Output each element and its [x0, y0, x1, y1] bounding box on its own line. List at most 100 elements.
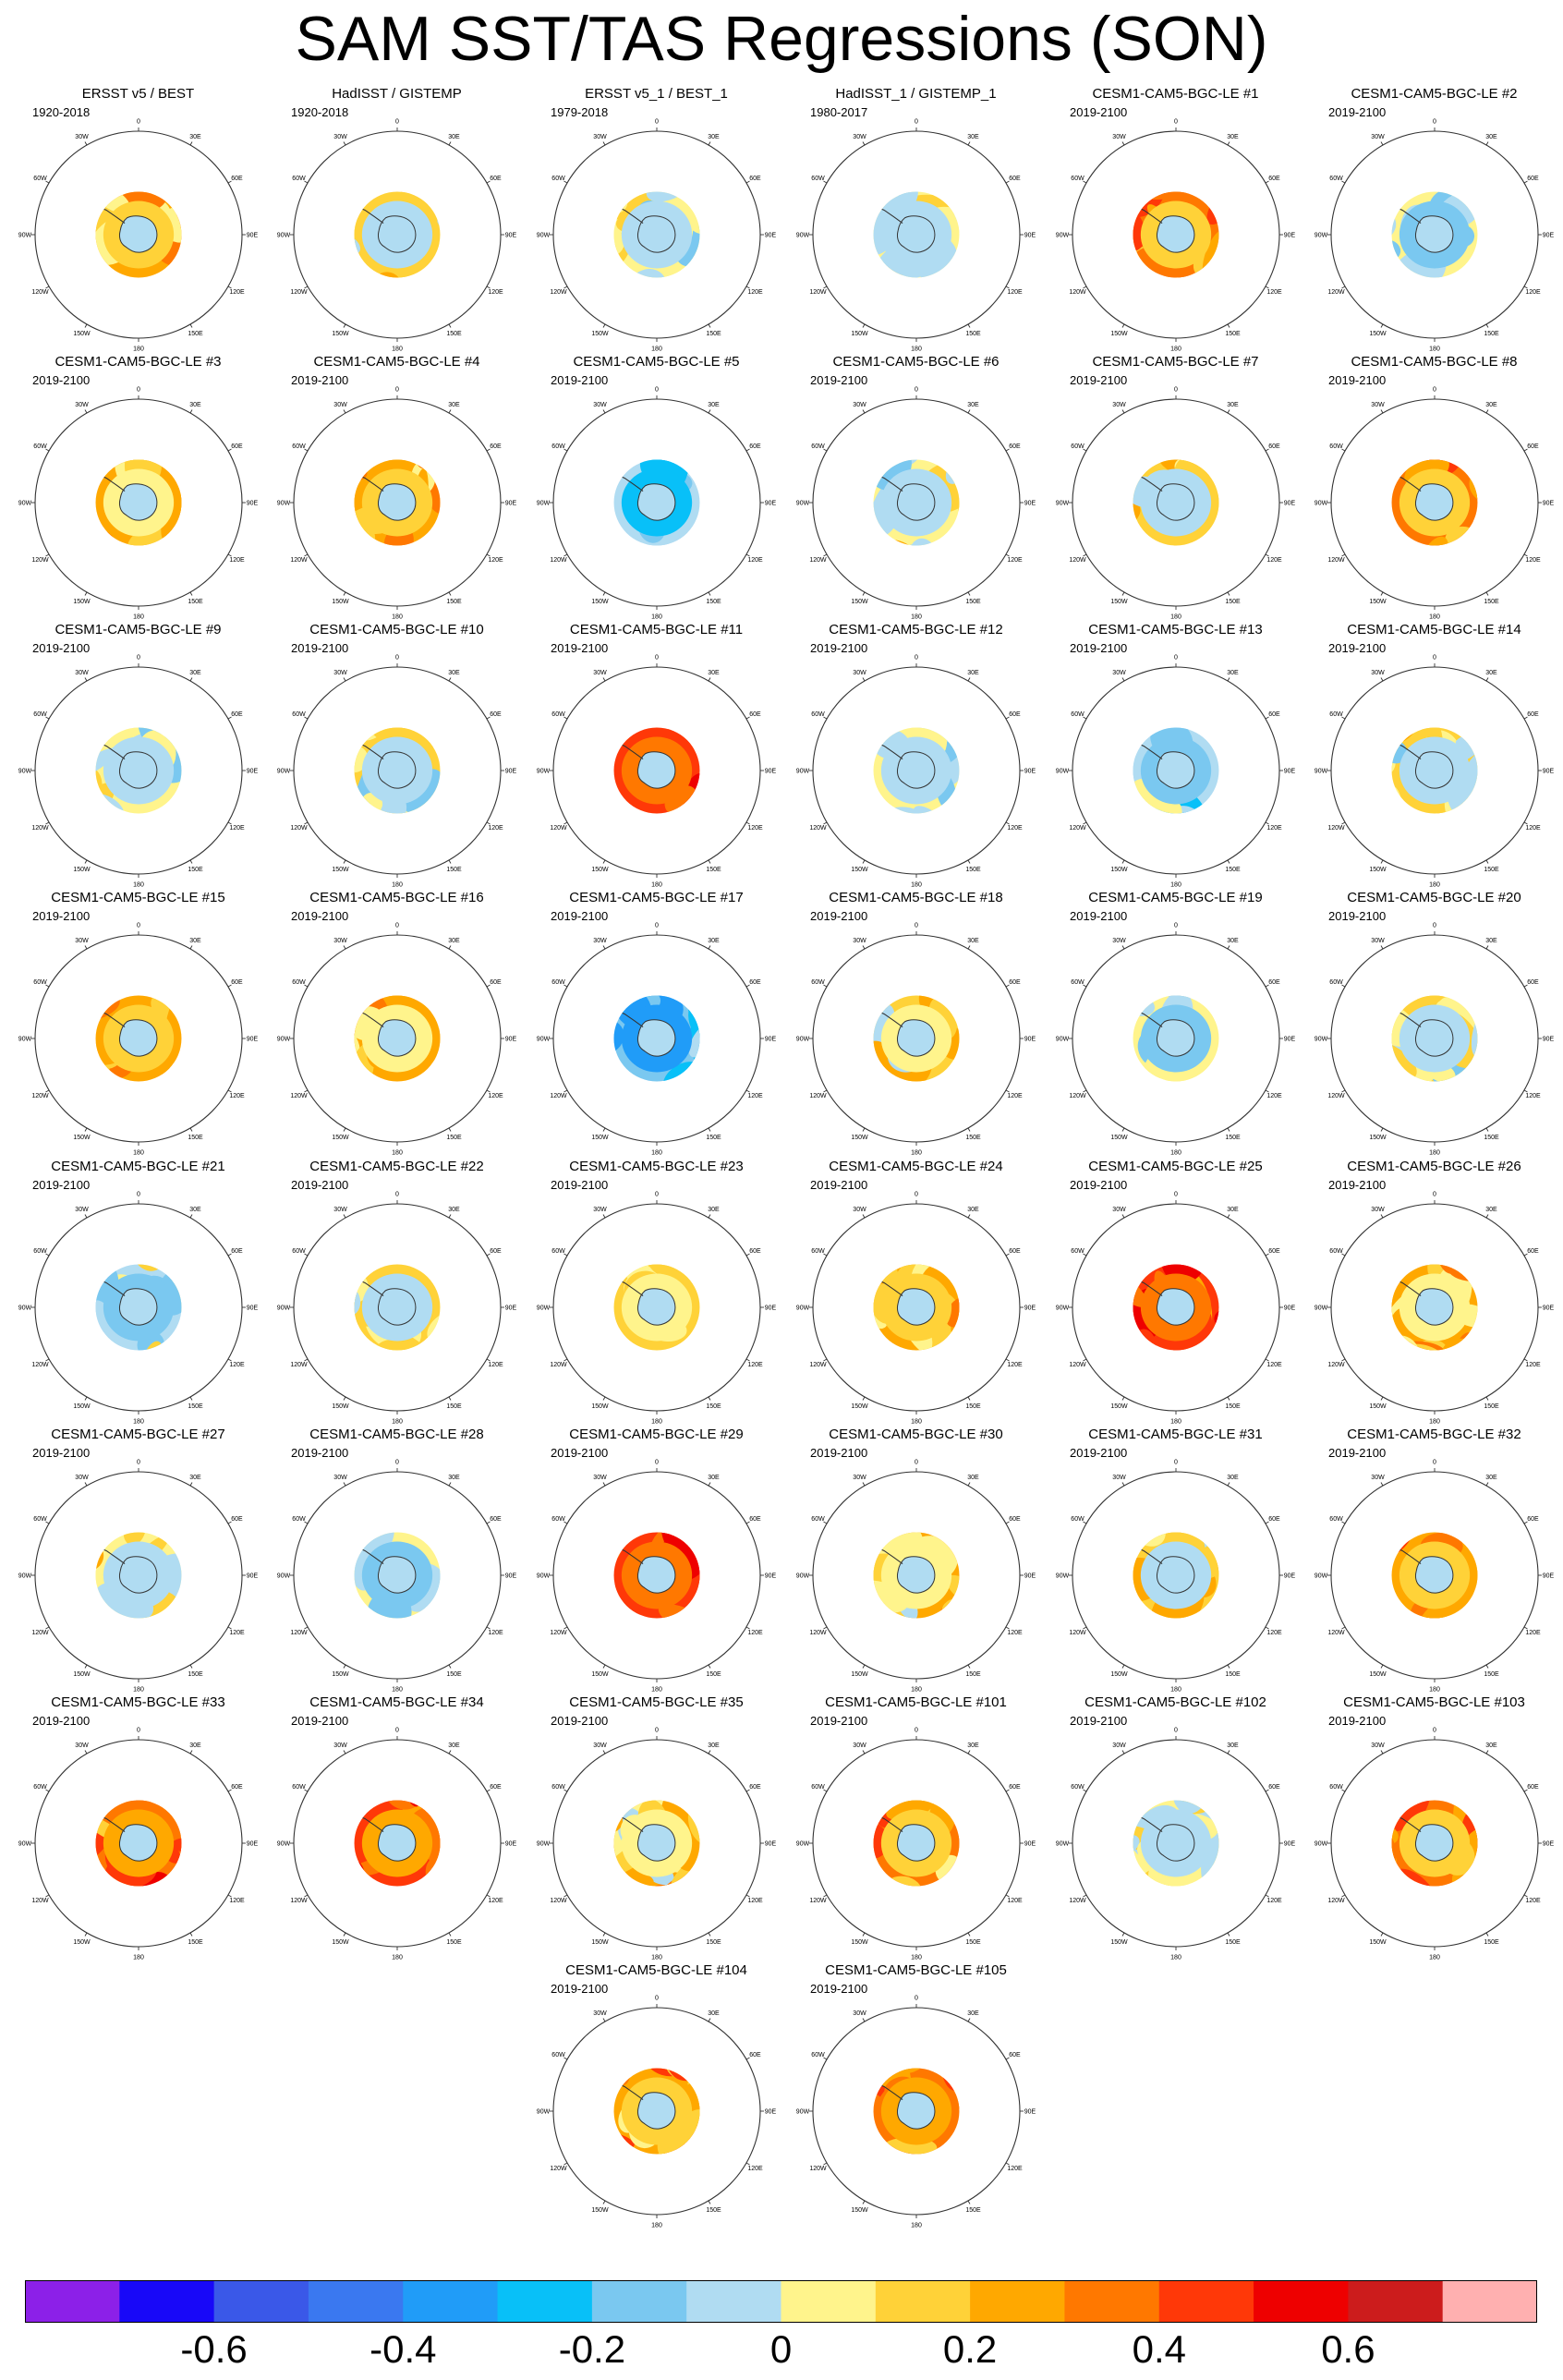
meridian-tick: [448, 677, 452, 682]
meridian-tick: [1380, 1932, 1384, 1937]
meridian-label: 150E: [1484, 1671, 1499, 1678]
meridian-label: 90W: [537, 769, 551, 775]
meridian-tick: [745, 1521, 750, 1524]
map-panel: CESM1-CAM5-BGC-LE #17 2019-2100 0 30E 60E 90E…: [527, 889, 786, 1157]
field-blob: [895, 941, 942, 989]
meridian-label: 30W: [593, 2010, 607, 2017]
africa-land: [1492, 1204, 1530, 1234]
panel-period: 2019-2100: [1328, 909, 1387, 923]
field-blob: [926, 385, 966, 428]
meridian-label: 90E: [1024, 769, 1036, 775]
meridian-label: 0: [137, 923, 140, 929]
meridian-tick: [1227, 323, 1230, 328]
field-blob: [976, 1527, 1028, 1573]
new-zealand-land: [143, 1902, 152, 1919]
meridian-label: 60E: [749, 979, 761, 986]
field-blob: [1448, 1487, 1496, 1532]
panel-title: CESM1-CAM5-BGC-LE #17: [569, 890, 744, 905]
meridian-label: 90E: [765, 233, 777, 239]
meridian-tick: [1121, 591, 1125, 596]
meridian-label: 90E: [1024, 2109, 1036, 2116]
meridian-tick: [563, 448, 568, 452]
meridian-label: 60E: [1527, 443, 1539, 450]
field-blob: [613, 459, 615, 489]
panel-title: CESM1-CAM5-BGC-LE #16: [309, 890, 484, 905]
field-blob: [1233, 276, 1278, 322]
meridian-tick: [1523, 553, 1528, 557]
meridian-tick: [1083, 180, 1087, 184]
meridian-tick: [745, 1358, 750, 1362]
meridian-tick: [862, 591, 866, 596]
field-blob: [25, 1322, 69, 1379]
meridian-label: 120E: [1266, 1362, 1282, 1368]
field-blob: [174, 678, 215, 719]
australia-land: [982, 292, 1018, 334]
field-blob: [556, 1225, 607, 1266]
field-blob: [803, 997, 845, 1032]
meridian-label: 150E: [188, 331, 203, 337]
field-blob: [274, 986, 325, 1033]
new-zealand-land: [661, 1902, 671, 1919]
field-blob: [1391, 1319, 1394, 1351]
new-zealand-land: [661, 1098, 671, 1114]
field-blob: [209, 747, 243, 781]
meridian-label: 60W: [33, 979, 47, 986]
meridian-label: 90W: [18, 501, 32, 507]
meridian-label: 150E: [188, 867, 203, 873]
map-panel: CESM1-CAM5-BGC-LE #104 2019-2100 0 30E 60E 90…: [527, 1961, 786, 2229]
meridian-label: 120E: [1525, 289, 1541, 296]
meridian-tick: [1265, 716, 1269, 720]
meridian-tick: [304, 1789, 309, 1792]
field-blob: [1351, 150, 1402, 186]
field-blob: [676, 1881, 693, 1887]
meridian-label: 180: [1170, 1687, 1181, 1694]
field-blob: [1133, 1274, 1147, 1307]
meridian-tick: [1005, 1789, 1010, 1792]
field-blob: [373, 1080, 420, 1126]
field-blob: [1423, 1730, 1462, 1768]
meridian-label: 150W: [1369, 867, 1387, 873]
field-blob: [1362, 701, 1397, 722]
meridian-label: 150E: [965, 1135, 981, 1141]
field-blob: [1424, 571, 1452, 601]
field-blob: [698, 419, 735, 456]
panel-title: CESM1-CAM5-BGC-LE #15: [51, 890, 225, 905]
field-blob: [700, 681, 726, 709]
panel-title: CESM1-CAM5-BGC-LE #25: [1088, 1159, 1263, 1174]
field-blob: [797, 1272, 844, 1319]
meridian-label: 30W: [1371, 1475, 1385, 1481]
meridian-tick: [304, 1089, 309, 1093]
field-blob: [827, 458, 872, 513]
meridian-tick: [1380, 677, 1384, 682]
meridian-label: 30E: [1227, 1207, 1239, 1213]
field-blob: [802, 479, 869, 518]
field-blob: [628, 1099, 672, 1150]
field-blob: [1496, 516, 1531, 555]
meridian-tick: [1380, 859, 1384, 864]
new-zealand-land: [1439, 1366, 1448, 1383]
meridian-label: 0: [1174, 655, 1178, 662]
meridian-label: 150E: [1484, 1939, 1499, 1946]
field-blob: [153, 1352, 184, 1393]
meridian-label: 120W: [290, 1362, 308, 1368]
meridian-tick: [486, 1626, 491, 1630]
meridian-tick: [563, 1626, 568, 1630]
meridian-tick: [1265, 821, 1269, 825]
field-blob: [623, 1102, 643, 1141]
australia-land: [982, 1900, 1018, 1943]
meridian-label: 60W: [1329, 711, 1343, 718]
field-blob: [275, 452, 323, 496]
panel-title: CESM1-CAM5-BGC-LE #13: [1088, 622, 1263, 638]
meridian-tick: [1083, 285, 1087, 289]
field-blob: [1204, 1612, 1219, 1619]
field-blob: [60, 547, 127, 616]
meridian-label: 60E: [1527, 176, 1539, 182]
meridian-tick: [563, 821, 568, 825]
panel-period: 2019-2100: [810, 909, 868, 923]
meridian-label: 150W: [591, 599, 609, 605]
field-blob: [973, 214, 1020, 261]
